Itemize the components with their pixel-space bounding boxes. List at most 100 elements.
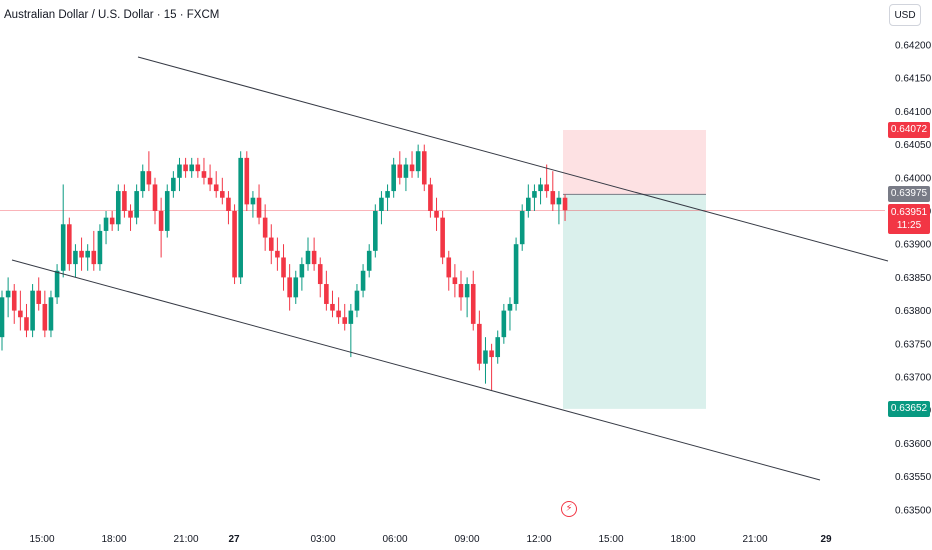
candle <box>428 177 433 218</box>
y-tick-label: 0.63600 <box>895 439 932 450</box>
x-tick-label: 29 <box>820 534 832 545</box>
candle <box>440 211 445 265</box>
candle <box>366 244 372 278</box>
candle <box>354 284 360 318</box>
candle <box>220 177 225 205</box>
candle <box>54 264 60 304</box>
candle <box>458 270 464 311</box>
candle-body <box>11 290 17 311</box>
candle <box>415 144 421 178</box>
candle <box>36 277 42 311</box>
candle-body <box>48 297 54 331</box>
candle <box>538 177 543 205</box>
target-price-label: 0.63652 <box>888 400 930 417</box>
candle <box>403 157 409 192</box>
candle-body <box>464 284 470 298</box>
candle <box>526 184 531 218</box>
candle-body <box>140 171 146 192</box>
candle <box>275 237 280 271</box>
candle-body <box>342 317 348 324</box>
candle-body <box>79 250 84 258</box>
candle-body <box>507 303 513 311</box>
candle <box>213 171 219 198</box>
candle <box>177 157 182 192</box>
candle-body <box>538 184 543 192</box>
candle-body <box>281 257 286 278</box>
x-tick-label: 21:00 <box>173 534 198 545</box>
x-tick-label: 09:00 <box>454 534 479 545</box>
candle <box>293 270 299 304</box>
candle-body <box>391 164 396 192</box>
candle-body <box>532 191 537 198</box>
y-tick-label: 0.63550 <box>895 472 932 483</box>
candle-body <box>293 277 299 298</box>
candle-body <box>403 164 409 178</box>
candle <box>183 157 188 178</box>
candle-body <box>183 164 188 172</box>
take-profit-zone <box>563 194 706 409</box>
candle-body <box>562 197 568 211</box>
candle-body <box>24 317 29 331</box>
candle <box>250 191 256 218</box>
candle-body <box>556 197 562 205</box>
candle <box>360 264 366 298</box>
candle <box>122 184 127 218</box>
y-tick-label: 0.63700 <box>895 373 932 384</box>
candle-body <box>440 217 445 258</box>
candle <box>385 184 390 211</box>
candle <box>0 290 5 351</box>
candle-body <box>134 191 139 218</box>
candle-body <box>256 197 262 218</box>
candle <box>18 290 23 331</box>
candle-body <box>415 151 421 172</box>
candle-body <box>226 197 231 211</box>
candle <box>256 184 262 225</box>
candle-body <box>164 191 170 231</box>
candle-body <box>397 164 403 178</box>
candle-body <box>489 350 494 358</box>
currency-button[interactable]: USD <box>889 4 921 26</box>
y-tick-label: 0.63750 <box>895 339 932 350</box>
candle <box>379 191 384 225</box>
price-axis: 0.64200 0.64150 0.64100 0.64050 0.64000 0.639… <box>895 41 932 517</box>
candle <box>268 224 274 265</box>
candle <box>207 164 213 192</box>
candle <box>109 211 115 231</box>
candle <box>483 337 488 384</box>
candle-body <box>379 197 384 211</box>
candle-body <box>42 303 48 331</box>
candle-body <box>519 211 525 245</box>
candle-body <box>317 264 323 285</box>
candle-body <box>171 177 176 192</box>
candle <box>226 191 231 225</box>
candle <box>232 204 237 285</box>
candle <box>164 184 170 238</box>
candle <box>189 157 195 178</box>
candle <box>373 204 378 258</box>
symbol-title: Australian Dollar / U.S. Dollar · 15 · F… <box>4 9 220 21</box>
time-axis: 15:00 18:00 21:00 27 03:00 06:00 09:00 12:00 15:… <box>29 534 832 545</box>
candlestick-series <box>0 144 568 391</box>
candle <box>550 171 556 211</box>
candle <box>85 244 90 271</box>
x-tick-label: 03:00 <box>310 534 335 545</box>
candle <box>67 217 72 271</box>
candle <box>446 250 452 291</box>
candle <box>201 157 207 185</box>
x-tick-label: 27 <box>228 534 240 545</box>
candle <box>238 151 243 285</box>
candle <box>73 244 78 278</box>
candle-body <box>97 230 103 265</box>
candle <box>342 303 348 331</box>
candle <box>336 297 341 324</box>
candle-body <box>446 257 452 278</box>
candle-body <box>5 290 11 298</box>
flash-alert-icon[interactable]: ⚡ <box>561 501 577 517</box>
candle-body <box>434 211 439 218</box>
candle-body <box>250 197 256 205</box>
x-tick-label: 15:00 <box>598 534 623 545</box>
candle-body <box>60 224 66 271</box>
x-tick-label: 15:00 <box>29 534 54 545</box>
y-tick-label: 0.64100 <box>895 107 932 118</box>
